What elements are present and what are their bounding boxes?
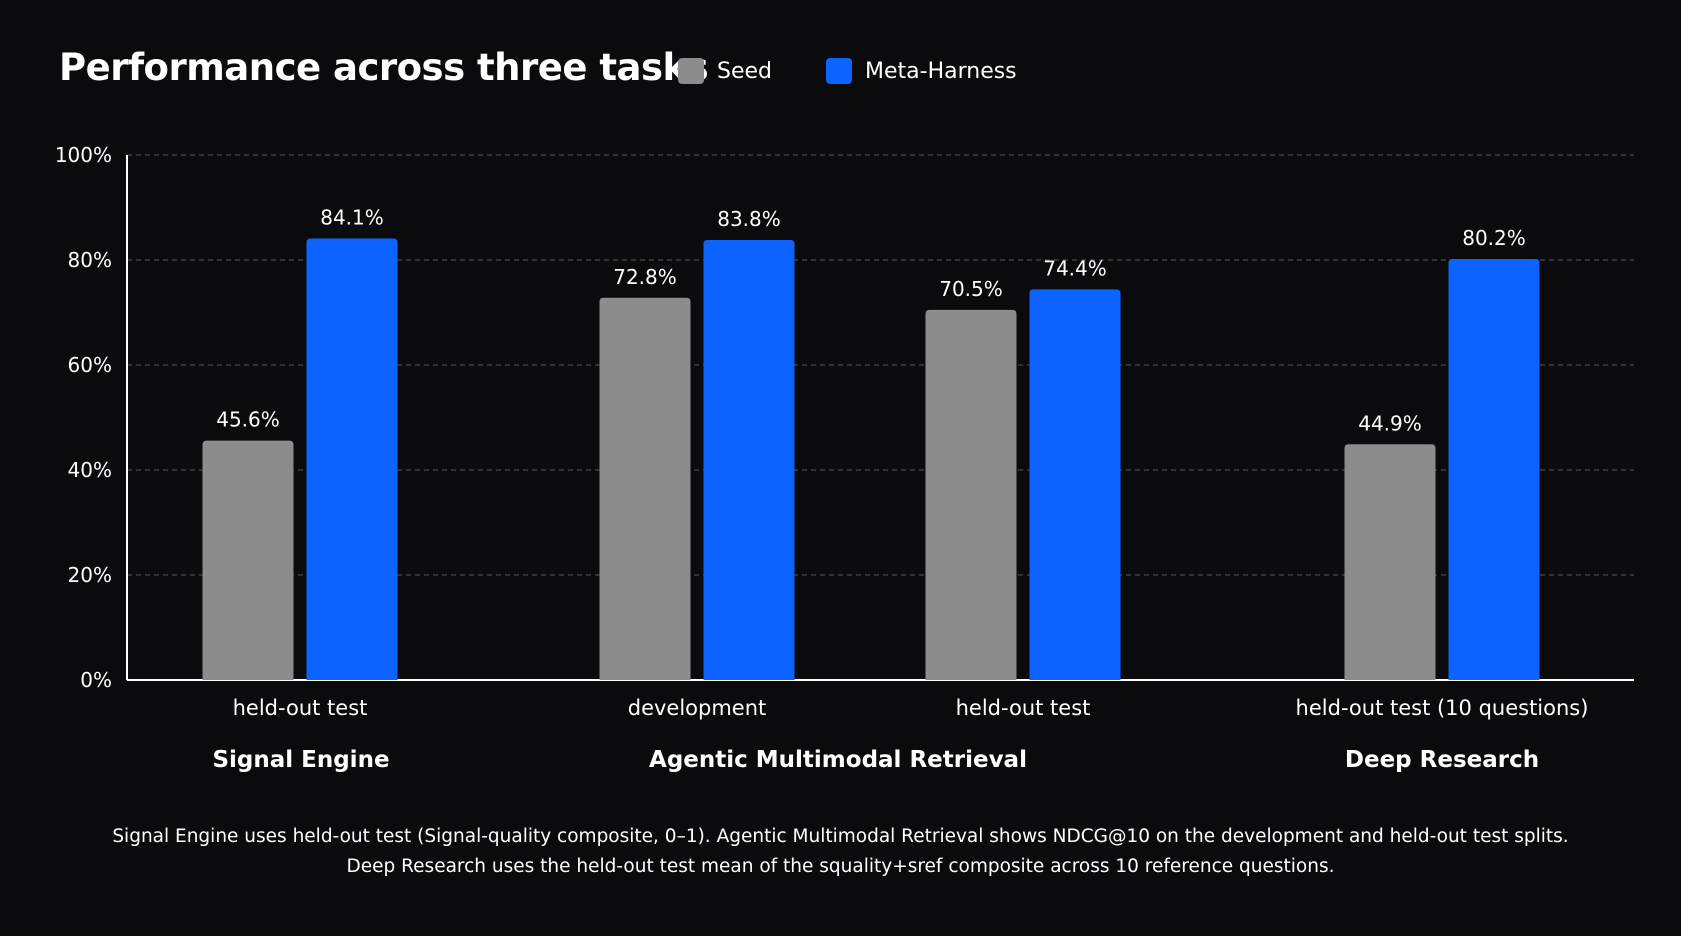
y-tick-label: 20% — [68, 563, 112, 587]
legend-swatch-seed — [678, 58, 704, 84]
data-label: 44.9% — [1358, 411, 1422, 435]
bar-seed — [599, 297, 691, 680]
x-tick-label: held-out test (10 questions) — [1296, 696, 1589, 720]
chart-legend: Seed Meta-Harness — [678, 58, 1017, 84]
task-group-label: Agentic Multimodal Retrieval — [649, 747, 1027, 773]
task-group-label: Deep Research — [1345, 747, 1539, 773]
bar-meta-harness — [306, 238, 398, 680]
chart-title: Performance across three tasks — [59, 46, 709, 89]
task-group-label: Signal Engine — [212, 747, 389, 773]
data-label: 70.5% — [939, 277, 1003, 301]
bar-meta-harness — [703, 240, 795, 681]
legend-item-meta-harness: Meta-Harness — [826, 58, 1017, 84]
x-tick-label: development — [628, 696, 767, 720]
bar-seed — [1344, 444, 1436, 680]
bar-seed — [925, 309, 1017, 680]
data-label: 84.1% — [320, 205, 384, 229]
y-tick-label: 60% — [68, 353, 112, 377]
x-tick-label: held-out test — [956, 696, 1091, 720]
footnote-line-2: Deep Research uses the held-out test mea… — [346, 856, 1335, 877]
y-tick-label: 100% — [55, 143, 112, 167]
data-label: 72.8% — [613, 265, 677, 289]
data-label: 45.6% — [216, 408, 280, 432]
legend-label-seed: Seed — [717, 58, 772, 84]
bar-meta-harness — [1029, 289, 1121, 680]
data-label: 74.4% — [1043, 256, 1107, 280]
data-label: 80.2% — [1462, 226, 1526, 250]
bar-seed — [202, 440, 294, 680]
bar-meta-harness — [1448, 258, 1540, 680]
x-tick-label: held-out test — [233, 696, 368, 720]
legend-item-seed: Seed — [678, 58, 772, 84]
footnote-line-1: Signal Engine uses held-out test (Signal… — [112, 826, 1569, 847]
y-tick-label: 80% — [68, 248, 112, 272]
y-tick-label: 40% — [68, 458, 112, 482]
legend-label-meta-harness: Meta-Harness — [865, 58, 1017, 84]
data-label: 83.8% — [717, 207, 781, 231]
legend-swatch-meta-harness — [826, 58, 852, 84]
y-tick-label: 0% — [80, 668, 112, 692]
